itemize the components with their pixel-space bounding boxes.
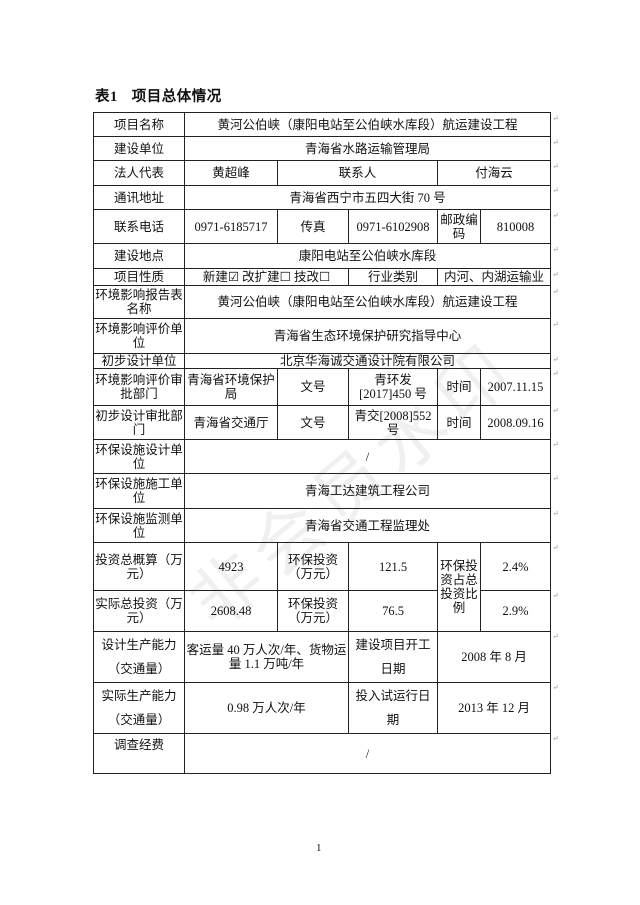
table-row: 环保设施设计单位 / (93, 439, 552, 474)
value: / (183, 733, 552, 774)
table-row: 联系电话 0971-6185717 传真 0971-6102908 邮政编码 810008 (93, 209, 552, 244)
label: 时间 (437, 368, 481, 406)
table-row: 调查经费 / (93, 733, 552, 774)
label: 环保投资（万元） (277, 542, 349, 591)
table-row: 项目性质 新建☑ 改扩建☐ 技改☐ 行业类别 内河、内湖运输业 (93, 268, 552, 286)
table-row: 环境影响评价单位 青海省生态环境保护研究指导中心 (93, 318, 552, 354)
table-caption: 项目总体情况 (131, 89, 222, 105)
value: 新建☑ 改扩建☐ 技改☐ (184, 268, 349, 286)
label: 设计生产能力（交通量） (93, 631, 185, 683)
value: 黄河公伯峡（康阳电站至公伯峡水库段）航运建设工程 (183, 285, 552, 319)
project-overview-table: 项目名称 黄河公伯峡（康阳电站至公伯峡水库段）航运建设工程 建设单位 青海省水路运输… (93, 112, 552, 774)
value: 4923 (184, 542, 278, 591)
table-row: 法人代表 黄超峰 联系人 付海云 (93, 160, 552, 186)
table-title: 表1 项目总体情况 (95, 85, 236, 106)
value: 客运量 40 万人次/年、货物运量 1.1 万吨/年 (184, 631, 349, 683)
label: 实际生产能力（交通量） (93, 682, 185, 734)
label: 建设单位 (93, 136, 185, 161)
value: 内河、内湖运输业 (436, 268, 552, 286)
value: 青海省西宁市五四大街 70 号 (183, 185, 552, 210)
label: 项目性质 (93, 268, 185, 286)
label: 文号 (277, 368, 349, 406)
table-row: 环境影响评价审批部门 青海省环境保护局 文号 青环发[2017]450 号时间 2007… (93, 368, 552, 406)
label: 环保设施监测单位 (93, 508, 185, 543)
table-row: 环保设施监测单位 青海省交通工程监理处 (93, 508, 552, 543)
value: 810008 (479, 209, 552, 244)
label: 投入试运行日期 (348, 682, 438, 734)
table-row: 实际生产能力（交通量） 0.98 万人次/年 投入试运行日期 2013 年 12 月 (93, 682, 552, 734)
value: 青海省交通厅 (184, 405, 278, 440)
label: 传真 (277, 209, 349, 244)
table-row: 初步设计单位 北京华海诚交通设计院有限公司 (93, 353, 552, 369)
value: 康阳电站至公伯峡水库段 (183, 243, 552, 269)
value: 2008 年 8 月 (436, 631, 552, 683)
value: / (183, 439, 552, 474)
label: 建设地点 (93, 243, 185, 269)
value: 青海省环境保护局 (184, 368, 278, 406)
table-row: 通讯地址 青海省西宁市五四大街 70 号 (93, 185, 552, 210)
table-row: 初步设计审批部门 青海省交通厅 文号 青交[2008]552 号时间 2008.09.1… (93, 405, 552, 440)
value: 青海工达建筑工程公司 (183, 473, 552, 509)
value: 0971-6102908 (348, 209, 438, 244)
value: 2013 年 12 月 (436, 682, 552, 734)
value: 青交[2008]552 号 (348, 405, 438, 440)
table-row: 实际总投资（万元） 2608.48 环保投资（万元） 76.5 2.9% (93, 590, 552, 632)
page-number: 1 (316, 842, 322, 854)
value: 2008.09.16 (479, 405, 552, 440)
value: 121.5 (348, 542, 438, 591)
label: 建设项目开工日期 (348, 631, 438, 683)
table-number: 表1 (95, 89, 118, 105)
label: 联系电话 (93, 209, 185, 244)
table-row: 建设地点 康阳电站至公伯峡水库段 (93, 243, 552, 269)
value: 青海省水路运输管理局 (183, 136, 552, 161)
value: 青海省生态环境保护研究指导中心 (183, 318, 552, 354)
label: 行业类别 (348, 268, 438, 286)
label: 调查经费 (93, 733, 185, 774)
table-row: 环保设施施工单位 青海工达建筑工程公司 (93, 473, 552, 509)
table-row: 设计生产能力（交通量） 客运量 40 万人次/年、货物运量 1.1 万吨/年 建设项… (93, 631, 552, 683)
label: 环境影响评价单位 (93, 318, 185, 354)
label: 环保设施施工单位 (93, 473, 185, 509)
label: 时间 (437, 405, 481, 440)
value: 76.5 (348, 590, 438, 632)
label: 初步设计单位 (93, 353, 185, 369)
label: 环保投资（万元） (277, 590, 349, 632)
label: 环境影响评价审批部门 (93, 368, 185, 406)
value: 2.9% (479, 590, 552, 632)
table-row: 投资总概算（万元） 4923 环保投资（万元） 121.5 环保投资占总投资比例 2.4% (93, 542, 552, 632)
value: 2007.11.15 (479, 368, 552, 406)
label: 法人代表 (93, 160, 185, 186)
label: 实际总投资（万元） (93, 590, 185, 632)
label: 环保设施设计单位 (93, 439, 185, 474)
value: 付海云 (436, 160, 552, 186)
value: 青海省交通工程监理处 (183, 508, 552, 543)
label: 环境影响报告表名称 (93, 285, 185, 319)
value: 黄超峰 (184, 160, 278, 186)
value: 0.98 万人次/年 (184, 682, 349, 734)
label: 环保投资占总投资比例 (437, 542, 481, 632)
value: 北京华海诚交通设计院有限公司 (183, 353, 552, 369)
label: 联系人 (277, 160, 438, 186)
value: 0971-6185717 (184, 209, 278, 244)
label: 项目名称 (93, 112, 185, 137)
label: 投资总概算（万元） (93, 542, 185, 591)
label: 文号 (277, 405, 349, 440)
value: 黄河公伯峡（康阳电站至公伯峡水库段）航运建设工程 (183, 112, 552, 137)
table-row: 项目名称 黄河公伯峡（康阳电站至公伯峡水库段）航运建设工程 (93, 112, 552, 137)
label: 初步设计审批部门 (93, 405, 185, 440)
table-row: 建设单位 青海省水路运输管理局 (93, 136, 552, 161)
label: 邮政编码 (437, 209, 481, 244)
paragraph-marks: ↵ ↵ ↵ ↵ ↵ ↵ ↵ ↵ ↵ ↵ ↵ ↵ ↵ ↵ ↵ ↵ ↵ ↵ ↵ ↵ (552, 114, 559, 743)
label: 通讯地址 (93, 185, 185, 210)
value: 2608.48 (184, 590, 278, 632)
value: 2.4% (479, 542, 552, 591)
value: 青环发[2017]450 号 (348, 368, 438, 406)
table-row: 环境影响报告表名称 黄河公伯峡（康阳电站至公伯峡水库段）航运建设工程 (93, 285, 552, 319)
